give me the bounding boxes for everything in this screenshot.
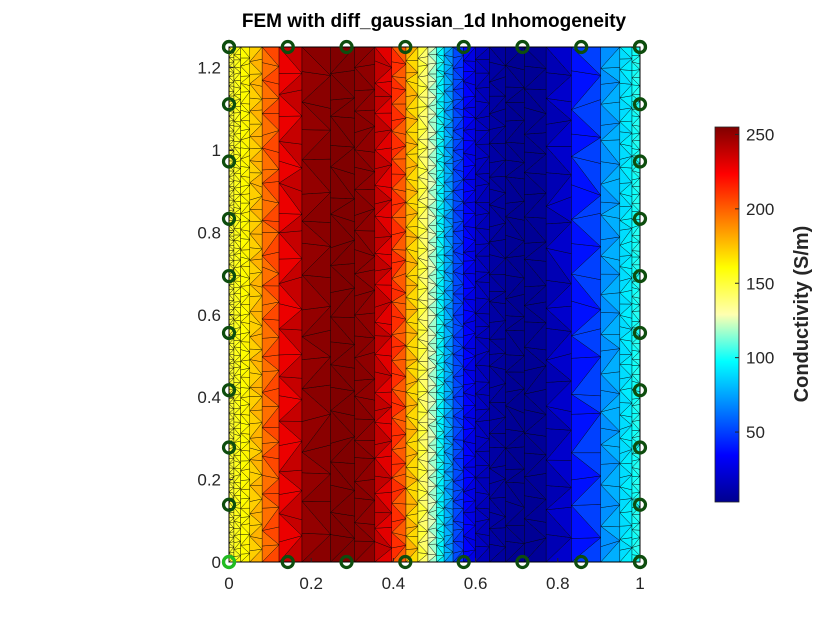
mesh-cells — [229, 47, 640, 562]
chart-title: FEM with diff_gaussian_1d Inhomogeneity — [242, 11, 627, 32]
plot-area — [228, 46, 641, 563]
mesh-triangle — [249, 47, 263, 63]
mesh-triangle — [417, 47, 429, 60]
mesh-triangle — [354, 47, 376, 69]
